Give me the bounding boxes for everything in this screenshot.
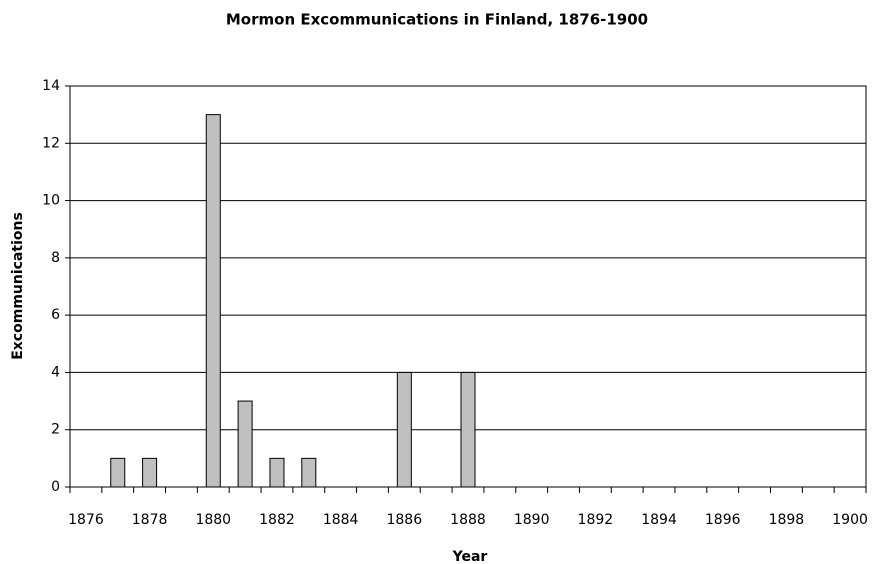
y-tick-label: 12 <box>42 135 60 151</box>
x-axis-title: Year <box>452 549 488 564</box>
x-tick-label: 1900 <box>832 512 868 528</box>
chart-title: Mormon Excommunications in Finland, 1876… <box>226 11 648 29</box>
bar <box>110 457 126 488</box>
y-tick-label: 6 <box>51 307 60 323</box>
x-tick-label: 1886 <box>386 512 422 528</box>
bar <box>301 457 317 488</box>
y-tick-label: 0 <box>51 479 60 495</box>
y-tick-label: 2 <box>51 422 60 438</box>
bar <box>269 457 285 488</box>
x-tick-label: 1880 <box>195 512 231 528</box>
x-tick-label: 1876 <box>68 512 104 528</box>
x-tick-label: 1898 <box>769 512 805 528</box>
x-tick-label: 1892 <box>578 512 614 528</box>
bar <box>396 371 412 488</box>
x-tick-label: 1888 <box>450 512 486 528</box>
x-tick-label: 1882 <box>259 512 295 528</box>
x-tick-label: 1884 <box>323 512 359 528</box>
y-tick-label: 8 <box>51 250 60 266</box>
bar <box>142 457 158 488</box>
x-tick-label: 1890 <box>514 512 550 528</box>
bar <box>460 371 476 488</box>
y-tick-label: 4 <box>51 364 60 380</box>
bar <box>237 400 253 488</box>
x-tick-label: 1896 <box>705 512 741 528</box>
y-tick-label: 10 <box>42 193 60 209</box>
x-tick-label: 1894 <box>641 512 677 528</box>
x-tick-label: 1878 <box>132 512 168 528</box>
y-tick-label: 14 <box>42 78 60 94</box>
y-axis-title: Excommunications <box>10 212 26 360</box>
bar <box>205 114 221 488</box>
